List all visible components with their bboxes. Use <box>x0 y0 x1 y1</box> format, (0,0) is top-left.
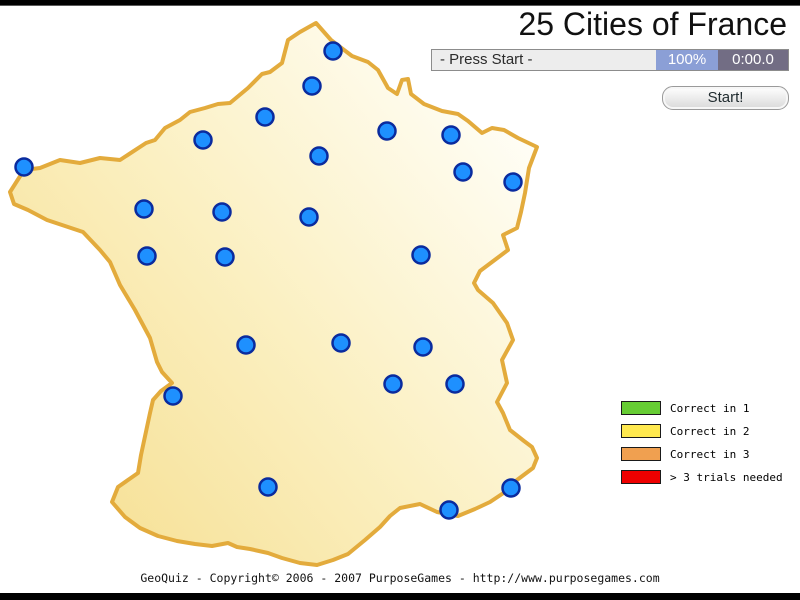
legend-label: Correct in 2 <box>670 424 750 438</box>
legend-label: Correct in 3 <box>670 447 750 461</box>
city-dot[interactable] <box>331 333 351 353</box>
city-dot[interactable] <box>413 337 433 357</box>
city-dot[interactable] <box>383 374 403 394</box>
legend-color-swatch <box>621 447 661 461</box>
status-message: - Press Start - <box>432 50 656 70</box>
game-timer: 0:00.0 <box>718 50 788 70</box>
footer-credit: GeoQuiz - Copyright© 2006 - 2007 Purpose… <box>140 571 660 585</box>
bottom-border-bar <box>0 593 800 600</box>
france-outline <box>8 21 539 567</box>
city-dot[interactable] <box>411 245 431 265</box>
city-dot[interactable] <box>134 199 154 219</box>
score-legend: Correct in 1 Correct in 2 Correct in 3 > 3 … <box>621 401 783 493</box>
city-dot[interactable] <box>258 477 278 497</box>
city-dot[interactable] <box>309 146 329 166</box>
legend-color-swatch <box>621 424 661 438</box>
page-title: 25 Cities of France <box>518 6 787 42</box>
city-dot[interactable] <box>212 202 232 222</box>
city-dot[interactable] <box>453 162 473 182</box>
legend-row: > 3 trials needed <box>621 470 783 484</box>
score-percent: 100% <box>656 50 718 70</box>
city-dot[interactable] <box>377 121 397 141</box>
city-dot[interactable] <box>299 207 319 227</box>
city-dot[interactable] <box>193 130 213 150</box>
city-dot[interactable] <box>302 76 322 96</box>
city-dot[interactable] <box>215 247 235 267</box>
status-bar: - Press Start - 100% 0:00.0 <box>431 49 789 71</box>
legend-row: Correct in 3 <box>621 447 783 461</box>
city-dot[interactable] <box>323 41 343 61</box>
city-dot[interactable] <box>163 386 183 406</box>
city-dot[interactable] <box>503 172 523 192</box>
legend-color-swatch <box>621 470 661 484</box>
city-dot[interactable] <box>445 374 465 394</box>
legend-label: Correct in 1 <box>670 401 750 415</box>
city-dot[interactable] <box>501 478 521 498</box>
city-dot[interactable] <box>441 125 461 145</box>
city-dot[interactable] <box>137 246 157 266</box>
legend-label: > 3 trials needed <box>670 470 783 484</box>
legend-row: Correct in 1 <box>621 401 783 415</box>
city-dot[interactable] <box>236 335 256 355</box>
city-dot[interactable] <box>14 157 34 177</box>
city-dot[interactable] <box>255 107 275 127</box>
city-dot[interactable] <box>439 500 459 520</box>
top-border-bar <box>0 0 800 6</box>
start-button[interactable]: Start! <box>662 86 789 110</box>
legend-color-swatch <box>621 401 661 415</box>
legend-row: Correct in 2 <box>621 424 783 438</box>
